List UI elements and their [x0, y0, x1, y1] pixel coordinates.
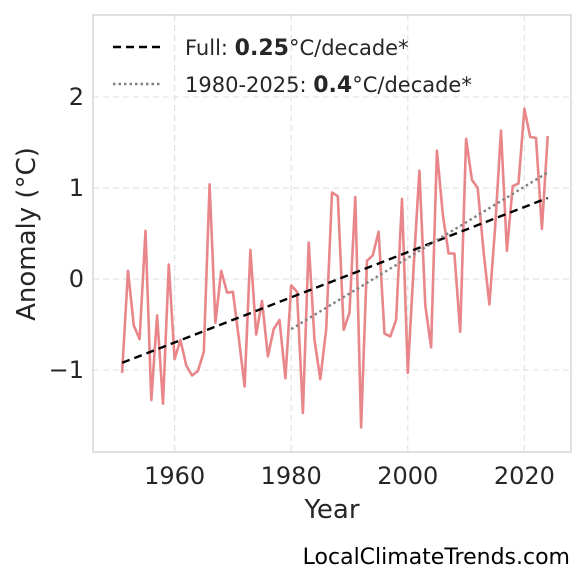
legend: Full: 0.25°C/decade* 1980-2025: 0.4°C/dec…: [113, 36, 472, 98]
x-tick-label: 1980: [261, 462, 322, 490]
y-tick-label: 2: [69, 83, 84, 111]
x-tick-label: 2020: [494, 462, 555, 490]
grid-lines: [93, 15, 571, 452]
full-trend-line: [121, 196, 549, 364]
plot-frame: [92, 14, 572, 453]
y-tick-label: −1: [49, 356, 84, 384]
x-tick-labels: 1960 1980 2000 2020: [144, 462, 555, 490]
trend-lines: [121, 171, 549, 364]
legend-label: Full: 0.25°C/decade*: [185, 36, 409, 61]
data-series: [120, 107, 549, 429]
legend-label: 1980-2025: 0.4°C/decade*: [185, 73, 472, 98]
y-axis-label: Anomaly (°C): [12, 147, 42, 321]
x-tick-label: 1960: [144, 462, 205, 490]
y-tick-label: 1: [69, 174, 84, 202]
credit-text: LocalClimateTrends.com: [302, 545, 570, 570]
anomaly-series-line: [120, 107, 549, 429]
recent-trend-line: [290, 171, 549, 331]
y-tick-labels: −1 0 1 2: [49, 83, 84, 384]
y-tick-label: 0: [69, 265, 84, 293]
x-axis-label: Year: [303, 495, 359, 525]
x-tick-label: 2000: [377, 462, 438, 490]
